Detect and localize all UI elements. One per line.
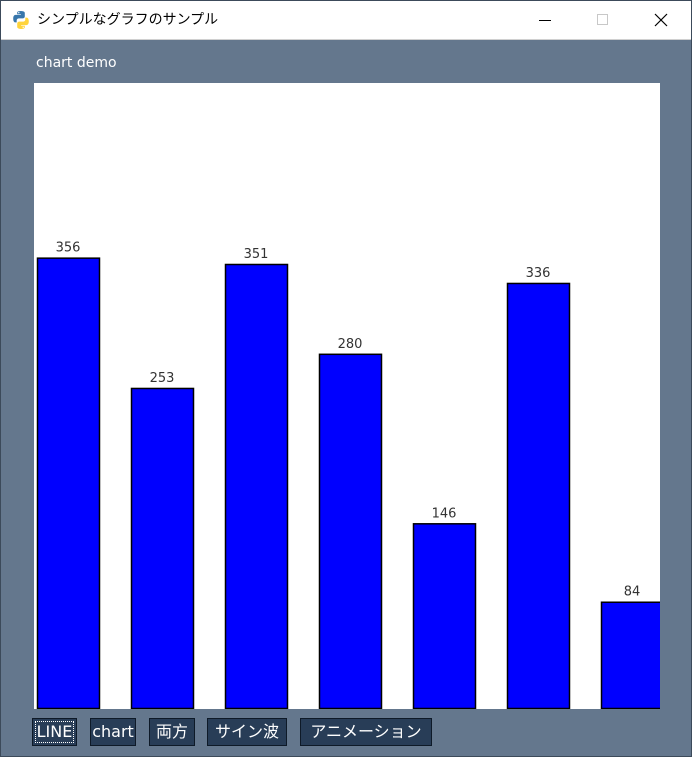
python-icon: [11, 10, 31, 30]
bar-2: [130, 387, 195, 709]
sine-wave-button[interactable]: サイン波: [207, 718, 287, 746]
bar-chart: 356 253 351 280 146 336 84: [36, 241, 660, 709]
bar-value-label: 356: [56, 241, 81, 256]
minimize-icon: [539, 20, 551, 21]
window-title: シンプルなグラフのサンプル: [37, 12, 219, 28]
animation-button[interactable]: アニメーション: [300, 718, 432, 746]
bar-value-label: 280: [338, 337, 363, 352]
bar-4: [318, 353, 383, 709]
line-button[interactable]: LINE: [32, 718, 77, 746]
maximize-button[interactable]: [574, 1, 632, 39]
bar-value-label: 351: [244, 247, 269, 262]
bar-value-label: 336: [526, 266, 551, 281]
bar-value-label: 146: [432, 506, 457, 521]
chart-button[interactable]: chart: [90, 718, 136, 746]
close-button[interactable]: [632, 1, 690, 39]
close-icon: [654, 13, 668, 27]
bar-3: [224, 263, 289, 709]
both-button[interactable]: 両方: [149, 718, 195, 746]
bar-7: [600, 601, 660, 709]
bar-value-label: 84: [624, 585, 641, 600]
chart-caption: chart demo: [36, 55, 117, 71]
chart-canvas: 356 253 351 280 146 336 84: [34, 83, 660, 709]
bar-1: [36, 257, 101, 709]
maximize-icon: [597, 14, 608, 25]
minimize-button[interactable]: [516, 1, 574, 39]
bar-value-label: 253: [150, 371, 175, 386]
bar-6: [506, 282, 571, 709]
title-bar[interactable]: シンプルなグラフのサンプル: [1, 1, 691, 40]
bar-5: [412, 523, 477, 709]
